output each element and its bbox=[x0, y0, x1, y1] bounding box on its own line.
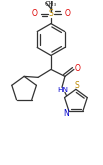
Text: S: S bbox=[74, 81, 79, 90]
Text: O: O bbox=[75, 64, 81, 73]
Text: O: O bbox=[31, 9, 37, 18]
Text: S: S bbox=[49, 9, 53, 18]
Text: CH₃: CH₃ bbox=[45, 1, 57, 7]
Text: O: O bbox=[65, 9, 71, 18]
Text: N: N bbox=[63, 109, 69, 118]
Text: HN: HN bbox=[57, 87, 68, 93]
